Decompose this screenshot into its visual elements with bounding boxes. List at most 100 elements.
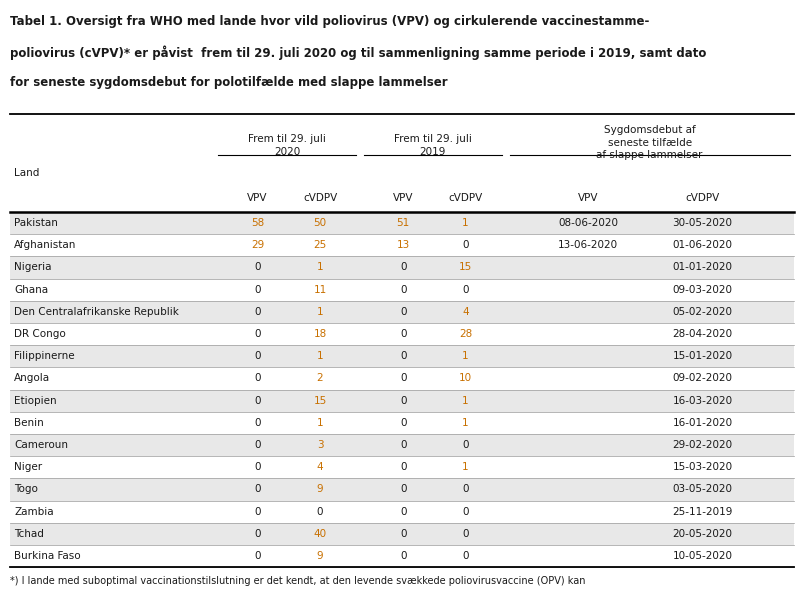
Text: 4: 4 xyxy=(462,307,469,317)
Text: 0: 0 xyxy=(254,529,261,539)
Text: 0: 0 xyxy=(400,285,406,295)
Text: 50: 50 xyxy=(314,218,326,228)
Text: 13: 13 xyxy=(397,240,410,250)
Text: 40: 40 xyxy=(314,529,326,539)
Text: 0: 0 xyxy=(462,551,469,561)
Text: 1: 1 xyxy=(462,218,469,228)
Text: Etiopien: Etiopien xyxy=(14,395,57,406)
Text: 0: 0 xyxy=(400,262,406,272)
Bar xyxy=(10,523,794,545)
Text: 29-02-2020: 29-02-2020 xyxy=(672,440,733,450)
Text: cVDPV: cVDPV xyxy=(686,193,719,202)
Text: 15-03-2020: 15-03-2020 xyxy=(672,462,733,472)
Bar xyxy=(10,278,794,301)
Text: 4: 4 xyxy=(317,462,323,472)
Text: 25-11-2019: 25-11-2019 xyxy=(672,507,733,517)
Text: VPV: VPV xyxy=(393,193,414,202)
Text: 0: 0 xyxy=(400,374,406,384)
Text: Cameroun: Cameroun xyxy=(14,440,69,450)
Bar xyxy=(10,367,794,390)
Text: 15: 15 xyxy=(314,395,326,406)
Text: 0: 0 xyxy=(400,351,406,361)
Text: 0: 0 xyxy=(254,262,261,272)
Text: Frem til 29. juli
2019: Frem til 29. juli 2019 xyxy=(394,134,472,157)
Text: DR Congo: DR Congo xyxy=(14,329,66,339)
Text: Land: Land xyxy=(14,168,39,178)
Text: 0: 0 xyxy=(462,529,469,539)
Text: 9: 9 xyxy=(317,484,323,494)
Text: Nigeria: Nigeria xyxy=(14,262,52,272)
Text: cVDPV: cVDPV xyxy=(303,193,337,202)
Text: 0: 0 xyxy=(400,440,406,450)
Text: 0: 0 xyxy=(400,418,406,428)
Text: 13-06-2020: 13-06-2020 xyxy=(558,240,618,250)
Bar xyxy=(10,323,794,345)
Bar xyxy=(10,256,794,278)
Text: cVDPV: cVDPV xyxy=(449,193,482,202)
Text: 0: 0 xyxy=(462,440,469,450)
Text: Pakistan: Pakistan xyxy=(14,218,58,228)
Text: 0: 0 xyxy=(254,374,261,384)
Text: 10-05-2020: 10-05-2020 xyxy=(672,551,733,561)
Bar xyxy=(10,500,794,523)
Text: 9: 9 xyxy=(317,551,323,561)
Text: Zambia: Zambia xyxy=(14,507,54,517)
Text: Frem til 29. juli
2020: Frem til 29. juli 2020 xyxy=(248,134,326,157)
Text: 0: 0 xyxy=(400,462,406,472)
Text: 0: 0 xyxy=(254,462,261,472)
Text: 0: 0 xyxy=(462,240,469,250)
Text: 28-04-2020: 28-04-2020 xyxy=(672,329,733,339)
Bar xyxy=(10,411,794,434)
Text: 2: 2 xyxy=(317,374,323,384)
Text: 3: 3 xyxy=(317,440,323,450)
Text: Angola: Angola xyxy=(14,374,50,384)
Bar xyxy=(10,545,794,567)
Text: 15: 15 xyxy=(459,262,472,272)
Text: Benin: Benin xyxy=(14,418,44,428)
Text: 10: 10 xyxy=(459,374,472,384)
Text: 18: 18 xyxy=(314,329,326,339)
Text: 0: 0 xyxy=(254,484,261,494)
Text: 20-05-2020: 20-05-2020 xyxy=(672,529,733,539)
Text: Afghanistan: Afghanistan xyxy=(14,240,77,250)
Text: 1: 1 xyxy=(462,462,469,472)
Text: 1: 1 xyxy=(317,262,323,272)
Text: poliovirus (cVPV)* er påvist  frem til 29. juli 2020 og til sammenligning samme : poliovirus (cVPV)* er påvist frem til 29… xyxy=(10,46,706,60)
Bar xyxy=(10,345,794,367)
Text: 1: 1 xyxy=(462,395,469,406)
Text: 1: 1 xyxy=(317,307,323,317)
Text: 0: 0 xyxy=(254,507,261,517)
Text: 0: 0 xyxy=(400,484,406,494)
Text: Sygdomsdebut af
seneste tilfælde
af slappe lammelser: Sygdomsdebut af seneste tilfælde af slap… xyxy=(597,126,702,160)
Text: 0: 0 xyxy=(462,484,469,494)
Text: 1: 1 xyxy=(317,418,323,428)
Text: 0: 0 xyxy=(254,440,261,450)
Text: 05-02-2020: 05-02-2020 xyxy=(672,307,733,317)
Text: 0: 0 xyxy=(254,329,261,339)
Text: 0: 0 xyxy=(462,507,469,517)
Bar xyxy=(10,478,794,500)
Text: *) I lande med suboptimal vaccinationstilslutning er det kendt, at den levende s: *) I lande med suboptimal vaccinationsti… xyxy=(10,576,585,586)
Text: 11: 11 xyxy=(314,285,326,295)
Text: Burkina Faso: Burkina Faso xyxy=(14,551,81,561)
Bar xyxy=(10,456,794,478)
Text: 1: 1 xyxy=(317,351,323,361)
Text: for seneste sygdomsdebut for polotilfælde med slappe lammelser: for seneste sygdomsdebut for polotilfæld… xyxy=(10,76,447,89)
Text: 0: 0 xyxy=(254,395,261,406)
Text: 30-05-2020: 30-05-2020 xyxy=(672,218,733,228)
Bar xyxy=(10,234,794,256)
Text: 08-06-2020: 08-06-2020 xyxy=(558,218,618,228)
Text: 0: 0 xyxy=(400,507,406,517)
Text: 58: 58 xyxy=(251,218,264,228)
Text: 0: 0 xyxy=(254,285,261,295)
Text: 0: 0 xyxy=(400,551,406,561)
Text: 0: 0 xyxy=(462,285,469,295)
Text: 0: 0 xyxy=(400,329,406,339)
Text: Tabel 1. Oversigt fra WHO med lande hvor vild poliovirus (VPV) og cirkulerende v: Tabel 1. Oversigt fra WHO med lande hvor… xyxy=(10,15,649,28)
Text: 25: 25 xyxy=(314,240,326,250)
Bar xyxy=(10,301,794,323)
Text: Den Centralafrikanske Republik: Den Centralafrikanske Republik xyxy=(14,307,179,317)
Text: 0: 0 xyxy=(400,307,406,317)
Text: 09-03-2020: 09-03-2020 xyxy=(672,285,733,295)
Bar xyxy=(10,390,794,411)
